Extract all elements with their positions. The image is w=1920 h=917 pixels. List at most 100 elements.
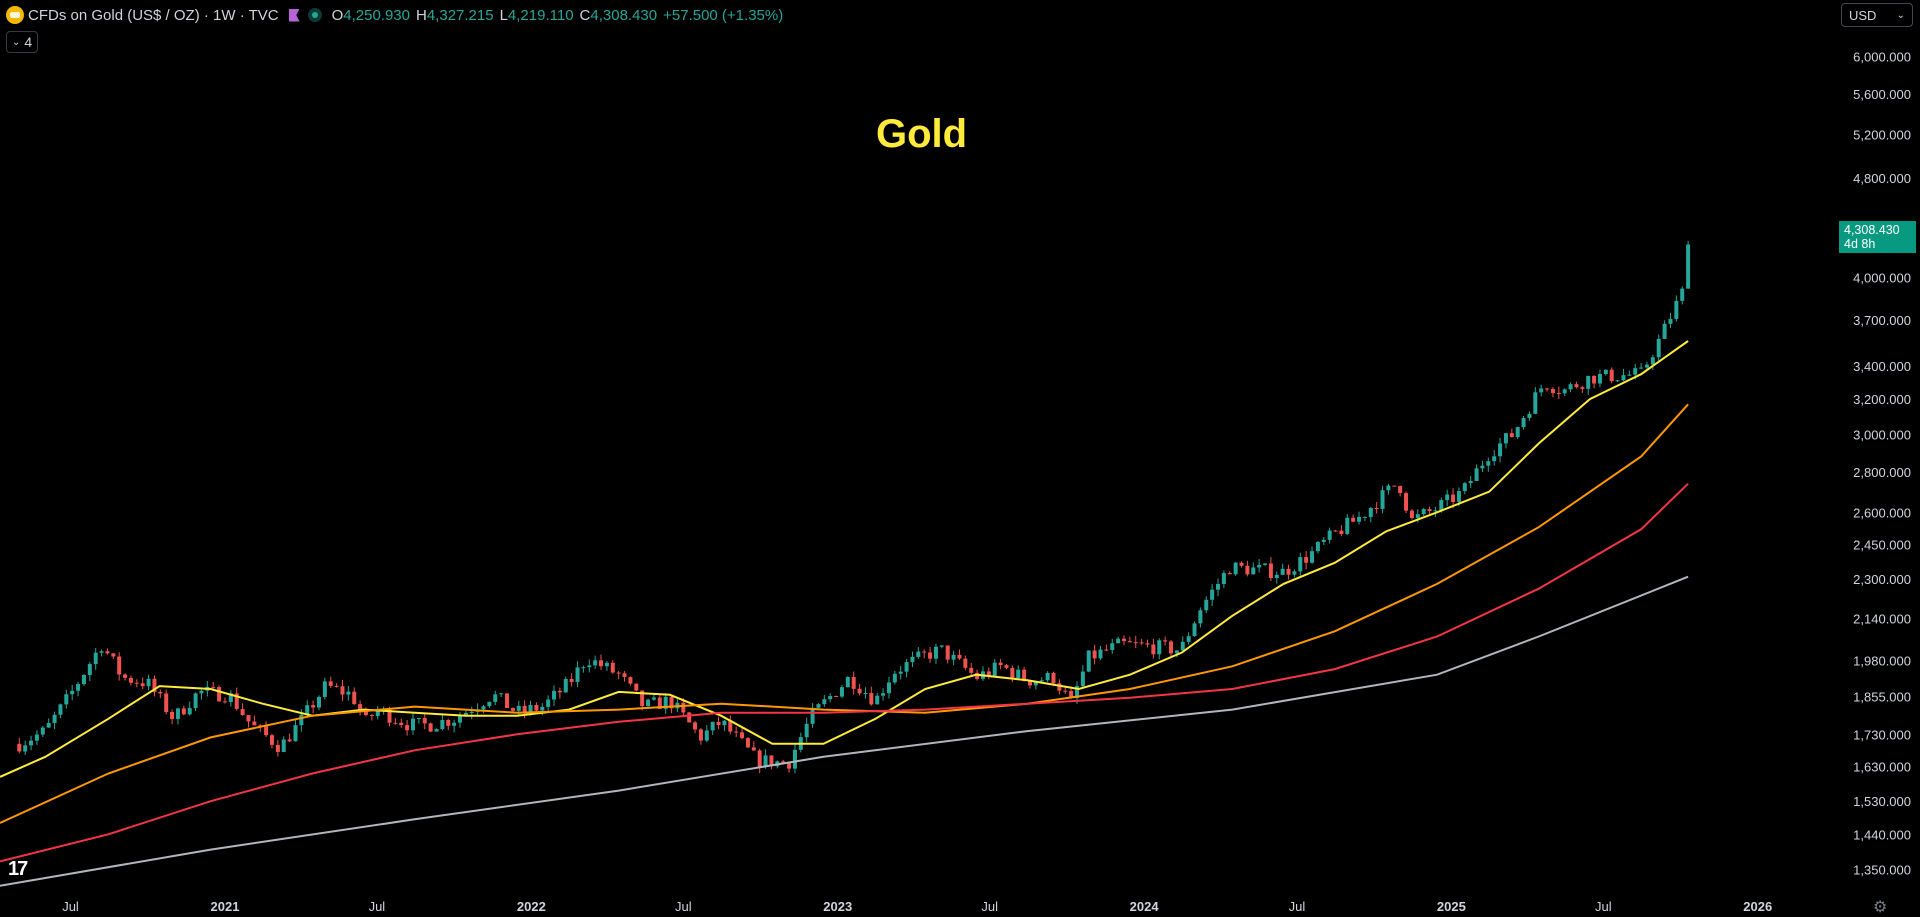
candle-body <box>1292 571 1297 575</box>
candle-body <box>710 721 715 731</box>
candle-body <box>1127 641 1132 643</box>
candle-body <box>1592 375 1597 384</box>
y-tick-label: 3,200.000 <box>1853 392 1911 407</box>
candle-body <box>1615 380 1620 382</box>
candle-body <box>1421 509 1426 515</box>
y-tick-label: 2,140.000 <box>1853 611 1911 626</box>
candle-body <box>910 656 915 663</box>
x-tick-label: Jul <box>1595 899 1612 914</box>
candle-body <box>657 697 662 709</box>
candle-body <box>346 691 351 695</box>
candle-body <box>1662 323 1667 339</box>
candle-body <box>939 645 944 647</box>
candle-body <box>481 706 486 710</box>
chevron-down-icon: ⌄ <box>12 36 21 48</box>
candle-body <box>352 691 357 705</box>
indicator-count: 4 <box>24 34 33 50</box>
candle-body <box>1539 388 1544 393</box>
candle-body <box>681 702 686 713</box>
candle-body <box>1116 638 1121 644</box>
y-tick-label: 1,350.000 <box>1853 862 1911 877</box>
y-tick-label: 1,980.000 <box>1853 654 1911 669</box>
candle-body <box>363 710 368 716</box>
candle-body <box>839 687 844 697</box>
candle-body <box>334 685 339 687</box>
candle-body <box>534 704 539 711</box>
candle-body <box>663 696 668 709</box>
candle-body <box>916 651 921 657</box>
candle-body <box>299 714 304 726</box>
x-tick-label: 2023 <box>823 899 852 914</box>
candle-body <box>1392 485 1397 487</box>
candle-body <box>1480 465 1485 469</box>
candle-body <box>1545 388 1550 390</box>
candle-body <box>604 662 609 667</box>
market-status-icon[interactable] <box>307 8 322 22</box>
candle-body <box>822 699 827 705</box>
candle-body <box>1427 509 1432 512</box>
candle-body <box>1492 456 1497 462</box>
candle-body <box>540 706 545 711</box>
x-tick-label: 2026 <box>1743 899 1772 914</box>
candle-body <box>1257 564 1262 568</box>
candle-body <box>810 707 815 724</box>
x-tick-label: Jul <box>981 899 998 914</box>
candle-body <box>1486 461 1491 466</box>
candle-body <box>669 696 674 709</box>
candle-body <box>1580 387 1585 389</box>
candle-body <box>1145 643 1150 645</box>
candle-body <box>287 739 292 742</box>
candle-body <box>616 672 621 674</box>
y-tick-label: 2,600.000 <box>1853 505 1911 520</box>
candle-body <box>228 693 233 703</box>
candle-body <box>1415 514 1420 518</box>
candle-body <box>1027 680 1032 686</box>
candle-body <box>1674 300 1679 319</box>
candle-body <box>281 739 286 752</box>
candle-body <box>651 697 656 700</box>
high-value: 4,327.215 <box>426 6 494 24</box>
tradingview-logo-icon[interactable]: 17 <box>8 858 28 880</box>
indicators-toggle[interactable]: ⌄ 4 <box>6 31 39 53</box>
candle-body <box>593 660 598 666</box>
candle-body <box>516 705 521 711</box>
last-price-tag: 4,308.430 4d 8h <box>1839 221 1916 253</box>
currency-select[interactable]: USD ⌄ <box>1841 3 1913 27</box>
candle-body <box>140 683 145 687</box>
candle-body <box>70 690 75 695</box>
candle-body <box>463 712 468 717</box>
candle-body <box>587 665 592 668</box>
candle-body <box>1686 244 1691 289</box>
candle-body <box>1239 562 1244 566</box>
candle-body <box>505 693 510 709</box>
candle-body <box>1310 551 1315 563</box>
symbol-title[interactable]: CFDs on Gold (US$ / OZ) · 1W · TVC <box>28 6 279 24</box>
candle-body <box>875 695 880 705</box>
candle-body <box>1633 368 1638 375</box>
candle-body <box>1245 565 1250 575</box>
x-tick-label: Jul <box>675 899 692 914</box>
ma-long-line <box>0 482 1689 863</box>
gear-icon[interactable]: ⚙ <box>1873 899 1888 916</box>
candle-body <box>951 654 956 660</box>
candle-body <box>1286 568 1291 575</box>
candle-body <box>469 711 474 713</box>
candle-body <box>851 677 856 689</box>
flag-icon[interactable] <box>288 8 300 22</box>
candle-body <box>904 662 909 672</box>
candle-body <box>1221 573 1226 584</box>
candle-body <box>1133 642 1138 644</box>
candle-body <box>181 708 186 715</box>
candle-body <box>528 704 533 712</box>
candle-body <box>828 696 833 700</box>
candle-body <box>599 660 604 667</box>
candle-body <box>1368 507 1373 517</box>
bar-countdown: 4d 8h <box>1844 237 1876 251</box>
candle-body <box>1298 557 1303 572</box>
low-key: L <box>499 6 508 24</box>
candle-body <box>1515 427 1520 438</box>
candle-body <box>76 684 81 691</box>
gold-bars-icon <box>6 6 24 24</box>
candle-body <box>1574 384 1579 388</box>
